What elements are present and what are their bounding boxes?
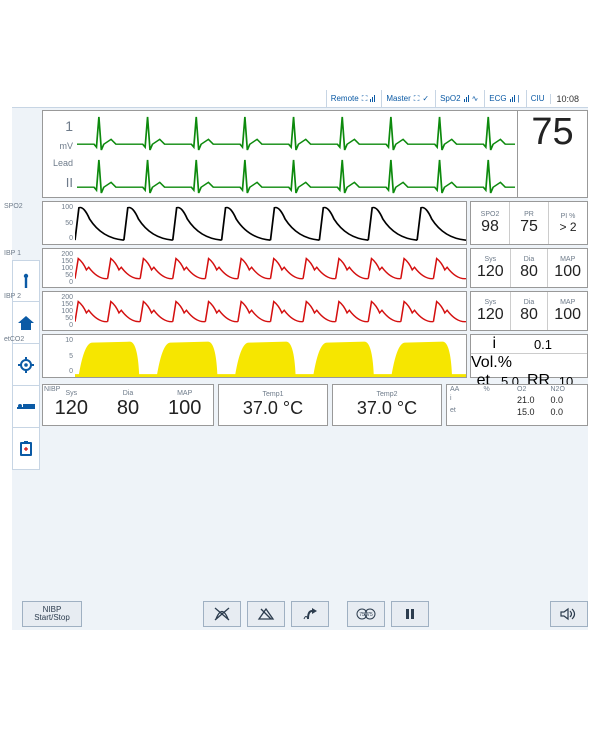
etco2-section-label: etCO2 bbox=[4, 336, 40, 343]
status-spo2[interactable]: SpO2∿ bbox=[435, 90, 482, 107]
temp2-panel[interactable]: Temp237.0 °C bbox=[332, 384, 442, 426]
main-area: ECG 1 mV Lead II 75 SPO2 100500 SPO298 P… bbox=[42, 110, 588, 426]
alarm-limits-icon[interactable] bbox=[247, 601, 285, 627]
ibp2-block[interactable]: 200150100500 bbox=[42, 291, 467, 331]
status-ecg[interactable]: ECG| bbox=[484, 90, 523, 107]
rail-bed-icon[interactable] bbox=[12, 386, 40, 428]
svg-text:75: 75 bbox=[367, 612, 373, 618]
rail-clipboard-icon[interactable] bbox=[12, 428, 40, 470]
ibp2-values: Sys120 Dia80 MAP100 bbox=[470, 291, 588, 331]
ibp2-waveform bbox=[75, 292, 466, 330]
pause-icon[interactable] bbox=[391, 601, 429, 627]
speaker-icon[interactable] bbox=[550, 601, 588, 627]
spo2-waveform bbox=[75, 202, 466, 244]
rail-gear-icon[interactable] bbox=[12, 344, 40, 386]
ibp1-waveform bbox=[75, 249, 466, 287]
ibp1-block[interactable]: 200150100500 bbox=[42, 248, 467, 288]
etco2-block[interactable]: 1050 bbox=[42, 334, 467, 378]
clock: 10:08 bbox=[550, 94, 584, 104]
bottom-readouts: NIBP Sys120 Dia80 MAP100 Temp137.0 °C Te… bbox=[42, 384, 588, 426]
ecg-block[interactable]: 1 mV Lead II 75 bbox=[42, 110, 588, 198]
ibp2-yaxis: 200150100500 bbox=[43, 292, 75, 330]
gas-panel[interactable]: AA%O2N2O i21.00.0 et15.00.0 bbox=[446, 384, 588, 426]
nibp-start-stop-button[interactable]: NIBP Start/Stop bbox=[22, 601, 82, 627]
freeze-icon[interactable]: 7575 bbox=[347, 601, 385, 627]
alarm-reset-icon[interactable] bbox=[291, 601, 329, 627]
ecg-scale: 1 mV Lead II bbox=[45, 111, 75, 197]
alarm-silence-icon[interactable] bbox=[203, 601, 241, 627]
status-bar: Remote⛶ Master⛶✓ SpO2∿ ECG| CIU 10:08 bbox=[12, 90, 588, 108]
spo2-block[interactable]: 100500 bbox=[42, 201, 467, 245]
ibp1-section-label: IBP 1 bbox=[4, 250, 40, 257]
status-remote[interactable]: Remote⛶ bbox=[326, 90, 380, 107]
status-master[interactable]: Master⛶✓ bbox=[381, 90, 433, 107]
etco2-waveform bbox=[75, 335, 466, 377]
footer-bar: NIBP Start/Stop 7575 bbox=[22, 600, 588, 628]
svg-text:75: 75 bbox=[359, 612, 365, 618]
spo2-values: SPO298 PR75 PI %> 2 bbox=[470, 201, 588, 245]
etco2-values: i 0.1 Vol.% et 5.0 RR 10 bbox=[470, 334, 588, 378]
temp1-panel[interactable]: Temp137.0 °C bbox=[218, 384, 328, 426]
ecg-waveform bbox=[77, 111, 515, 197]
ibp1-values: Sys120 Dia80 MAP100 bbox=[470, 248, 588, 288]
spo2-section-label: SPO2 bbox=[4, 203, 40, 210]
ibp2-section-label: IBP 2 bbox=[4, 293, 40, 300]
left-rail bbox=[12, 260, 40, 470]
nibp-section-label: NIBP bbox=[44, 386, 80, 393]
etco2-yaxis: 1050 bbox=[43, 335, 75, 377]
ibp1-yaxis: 200150100500 bbox=[43, 249, 75, 287]
spo2-yaxis: 100500 bbox=[43, 202, 75, 244]
status-ciu[interactable]: CIU bbox=[526, 90, 549, 107]
ecg-hr-value: 75 bbox=[517, 111, 587, 197]
